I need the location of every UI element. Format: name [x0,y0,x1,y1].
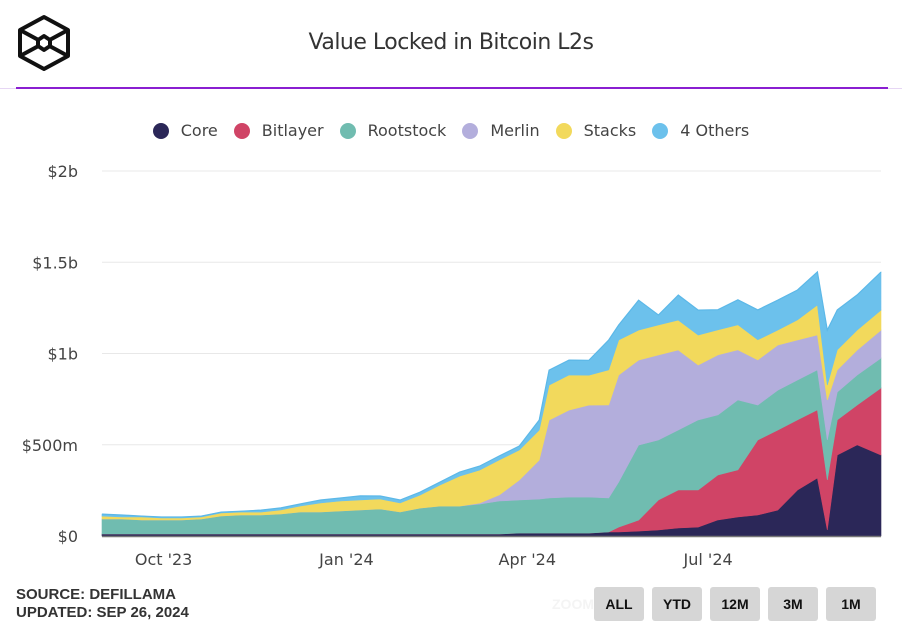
x-tick-label: Apr '24 [499,550,557,569]
legend-item[interactable]: Bitlayer [233,121,324,140]
zoom-label: ZOOM [552,596,594,612]
legend-dot-icon [462,122,479,139]
legend-item[interactable]: Core [152,121,218,140]
legend-item[interactable]: Merlin [462,121,540,140]
legend-label: Rootstock [367,121,447,140]
source-label: SOURCE: DEFILLAMA [16,586,176,603]
header-divider [16,87,888,89]
legend-item[interactable]: 4 Others [652,121,749,140]
legend-dot-icon [652,122,669,139]
legend-label: Core [180,121,218,140]
legend-label: Merlin [490,121,540,140]
legend-dot-icon [339,122,356,139]
range-button-1m[interactable]: 1M [826,587,876,621]
source-note: SOURCE: DEFILLAMA UPDATED: SEP 26, 2024 [16,586,189,622]
y-tick-label: $0 [58,527,78,546]
legend-dot-icon [152,122,169,139]
stacked-area-chart: $0 $500m $1b $1.5b $2b Oct '23 Jan '24 Apr '24 J… [22,162,882,569]
legend-label: 4 Others [680,121,750,140]
x-tick-label: Jul '24 [683,550,733,569]
chart-legend: Core Bitlayer Rootstock Merlin Stacks 4 Other… [0,121,902,140]
x-tick-label: Oct '23 [135,550,193,569]
legend-dot-icon [233,122,250,139]
updated-label: UPDATED: SEP 26, 2024 [16,604,189,621]
y-tick-label: $1b [47,345,78,364]
legend-label: Stacks [583,121,637,140]
y-tick-label: $2b [47,162,78,181]
legend-item[interactable]: Stacks [555,121,637,140]
range-button-12m[interactable]: 12M [710,587,760,621]
x-tick-label: Jan '24 [318,550,374,569]
range-button-ytd[interactable]: YTD [652,587,702,621]
legend-item[interactable]: Rootstock [339,121,447,140]
range-button-all[interactable]: ALL [594,587,644,621]
legend-label: Bitlayer [261,121,324,140]
y-tick-label: $500m [22,436,78,455]
total-outline [101,270,882,518]
cube-logo-icon [16,14,72,72]
y-tick-label: $1.5b [32,253,78,272]
range-button-3m[interactable]: 3M [768,587,818,621]
legend-dot-icon [555,122,572,139]
range-selector: ALL YTD 12M 3M 1M [594,587,876,621]
chart-title: Value Locked in Bitcoin L2s [308,30,594,55]
